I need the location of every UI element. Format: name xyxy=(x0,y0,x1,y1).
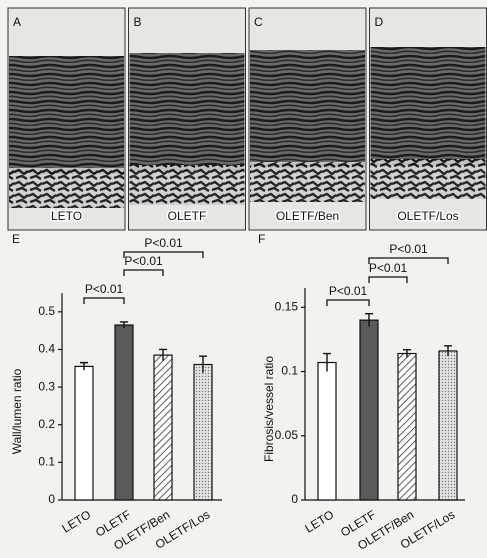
x-tick-label: LETO xyxy=(302,507,336,535)
significance-bracket xyxy=(369,277,407,283)
media-layer xyxy=(130,53,245,171)
significance-bracket xyxy=(124,270,163,276)
adventitia-layer xyxy=(9,168,124,208)
significance-label: P<0.01 xyxy=(329,284,368,298)
adventitia-layer xyxy=(250,162,365,202)
significance-bracket xyxy=(327,300,369,306)
panel-label: OLETF/Ben xyxy=(276,209,339,223)
figure: A LETO B OLETF C OLETF/Ben D OLETF/Los E Wall/lu… xyxy=(0,0,487,558)
panel-letter: D xyxy=(375,15,384,29)
panel-letter: E xyxy=(12,232,20,246)
y-tick-label: 0 xyxy=(48,492,55,506)
bar xyxy=(115,325,133,500)
y-tick-label: 0.15 xyxy=(275,299,299,313)
panel-label: LETO xyxy=(51,209,82,223)
adventitia-layer xyxy=(130,165,245,205)
media-layer xyxy=(9,56,124,174)
bar xyxy=(318,363,336,500)
y-tick-label: 0 xyxy=(291,492,298,506)
bar xyxy=(398,354,416,500)
media-layer xyxy=(371,47,486,165)
y-tick-label: 0.4 xyxy=(38,342,55,356)
panel-letter: A xyxy=(13,15,21,29)
y-axis-label: Fibrosis/vessel ratio xyxy=(262,356,276,462)
y-tick-label: 0.2 xyxy=(38,417,55,431)
y-tick-label: 0.3 xyxy=(38,379,55,393)
bar xyxy=(75,366,93,500)
y-tick-label: 0.05 xyxy=(275,428,299,442)
y-axis-label: Wall/lumen ratio xyxy=(10,368,24,454)
bar xyxy=(194,365,212,500)
panel-label: OLETF/Los xyxy=(397,209,458,223)
significance-label: P<0.01 xyxy=(124,254,163,268)
panel-letter: B xyxy=(134,15,142,29)
bar xyxy=(360,320,378,500)
significance-label: P<0.01 xyxy=(144,236,183,250)
significance-bracket xyxy=(84,298,124,304)
media-layer xyxy=(250,50,365,168)
y-tick-label: 0.1 xyxy=(281,364,298,378)
significance-label: P<0.01 xyxy=(389,242,428,256)
y-tick-label: 0.5 xyxy=(38,304,55,318)
bar xyxy=(439,351,457,500)
bar xyxy=(154,355,172,500)
x-tick-label: LETO xyxy=(59,507,93,535)
y-tick-label: 0.1 xyxy=(38,455,55,469)
image-panels: A LETO B OLETF C OLETF/Ben D OLETF/Los xyxy=(8,8,487,230)
panel-label: OLETF xyxy=(168,209,207,223)
significance-label: P<0.01 xyxy=(85,282,124,296)
panel-letter: C xyxy=(254,15,263,29)
significance-label: P<0.01 xyxy=(369,261,408,275)
adventitia-layer xyxy=(371,159,486,199)
panel-letter: F xyxy=(258,232,265,246)
